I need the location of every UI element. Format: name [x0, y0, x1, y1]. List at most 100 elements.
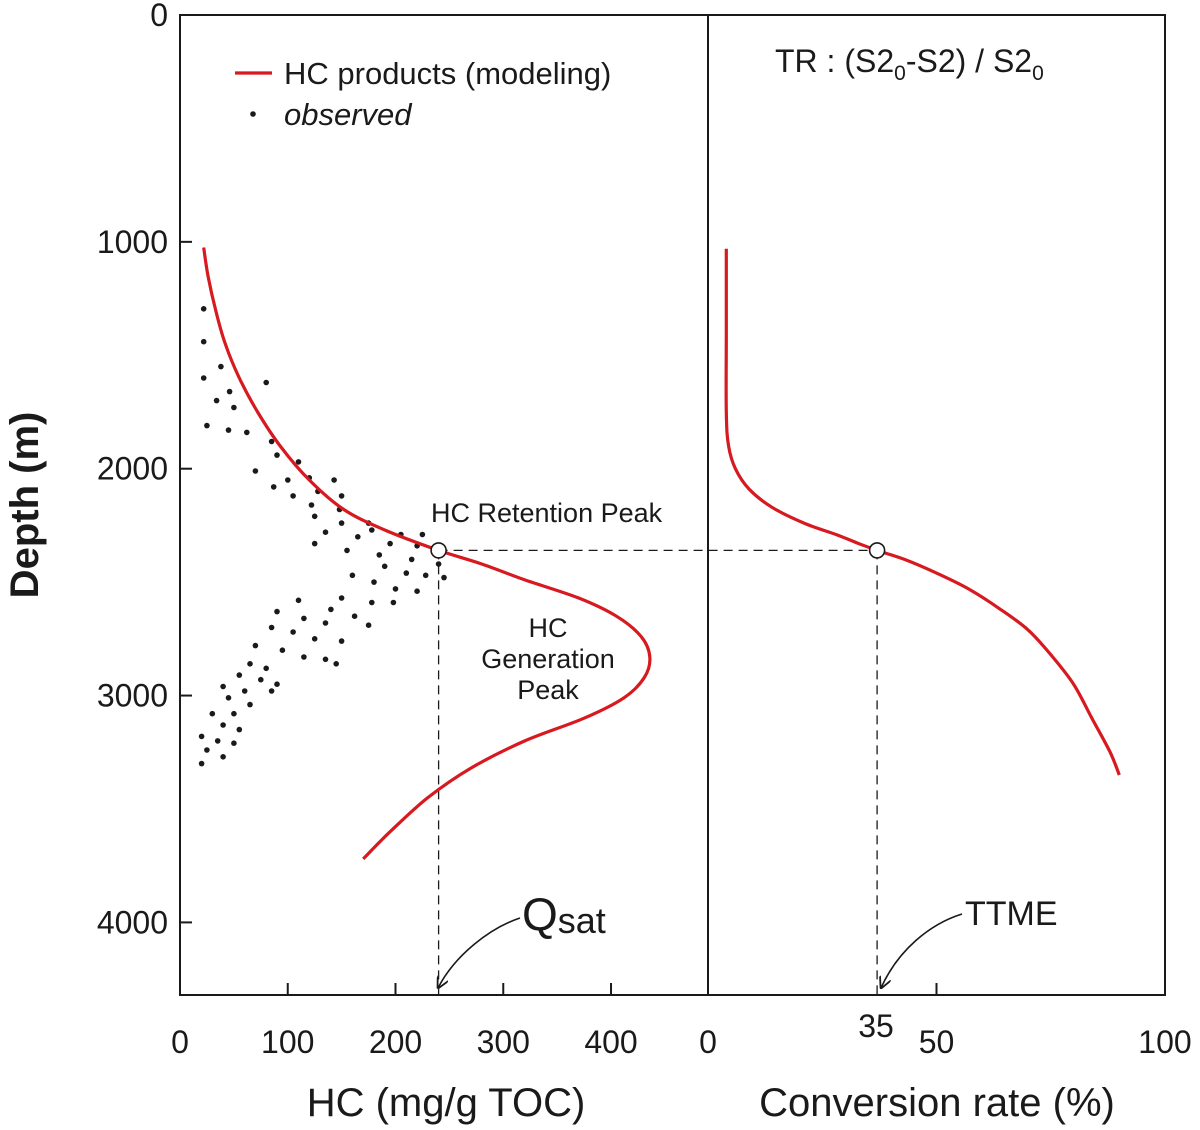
- observed-point-54: [274, 608, 280, 615]
- observed-point-55: [301, 615, 307, 622]
- observed-point-0: [200, 306, 207, 312]
- hc-generation-peak-label-1: HC: [529, 613, 568, 643]
- observed-point-63: [279, 647, 286, 653]
- observed-point-85: [220, 754, 226, 760]
- observed-point-80: [236, 726, 243, 733]
- tr-conversion-line: [724, 248, 1121, 776]
- observed-point-10: [244, 429, 250, 436]
- observed-point-1: [200, 338, 207, 345]
- ttme-marker: [868, 542, 886, 559]
- hc-retention-peak-label: HC Retention Peak: [431, 498, 663, 528]
- observed-point-64: [301, 654, 307, 660]
- observed-point-86: [198, 760, 205, 767]
- observed-point-6: [231, 404, 237, 411]
- left-x-ticks: 0 100 200 300 400: [171, 983, 638, 1060]
- observed-point-42: [422, 572, 429, 579]
- observed-point-49: [369, 599, 375, 606]
- observed-point-19: [290, 493, 296, 499]
- right-panel-title: TR : (S20-S2) / S20: [775, 43, 1044, 85]
- retention-peak-marker: [430, 542, 447, 559]
- observed-point-5: [213, 397, 220, 404]
- observed-point-31: [355, 534, 361, 540]
- left-y-ticks: 0 1000 2000 3000 4000: [97, 0, 192, 940]
- observed-point-47: [414, 588, 420, 594]
- y-tick-label-0: 0: [150, 0, 168, 33]
- observed-point-53: [351, 613, 358, 619]
- observed-point-21: [338, 493, 345, 499]
- observed-point-61: [338, 638, 345, 644]
- legend-label-hc-residual: observed: [284, 97, 413, 132]
- right-x-ticks: 0 50 100: [699, 983, 1192, 1060]
- observed-point-39: [435, 561, 442, 567]
- observed-point-76: [247, 701, 253, 708]
- observed-point-17: [331, 477, 337, 483]
- observed-point-67: [247, 661, 253, 667]
- observed-point-22: [308, 502, 315, 508]
- observed-point-50: [390, 599, 397, 606]
- observed-point-38: [408, 556, 415, 563]
- observed-point-74: [268, 688, 275, 694]
- hc-residual-observed-dots: [198, 306, 447, 767]
- observed-point-51: [295, 597, 302, 604]
- observed-point-29: [419, 531, 426, 538]
- observed-point-71: [274, 681, 280, 687]
- observed-point-18: [270, 484, 277, 490]
- observed-point-77: [209, 710, 216, 717]
- qsat-label-sub: sat: [558, 900, 606, 941]
- observed-point-75: [225, 695, 232, 701]
- observed-point-84: [204, 747, 210, 753]
- right-x-axis-title: Conversion rate (%): [759, 1081, 1115, 1125]
- right-x-extra-tick-label-35: 35: [858, 1008, 894, 1044]
- y-tick-label-2000: 2000: [97, 451, 168, 487]
- observed-point-8: [204, 422, 210, 429]
- qsat-arrow: [438, 917, 521, 988]
- left-x-tick-label-100: 100: [261, 1024, 314, 1060]
- legend-dot-swatch: [250, 111, 256, 117]
- title-sub-1: 0: [894, 62, 906, 85]
- observed-point-26: [338, 520, 345, 526]
- observed-point-35: [311, 540, 318, 547]
- observed-point-60: [311, 636, 318, 642]
- observed-point-79: [220, 722, 226, 728]
- observed-point-68: [263, 665, 270, 672]
- observed-point-43: [441, 574, 447, 581]
- observed-point-59: [290, 629, 296, 635]
- observed-point-12: [274, 452, 280, 458]
- observed-point-4: [226, 388, 233, 395]
- observed-point-69: [236, 672, 243, 678]
- observed-point-25: [311, 513, 318, 520]
- observed-point-82: [214, 738, 221, 744]
- observed-point-32: [387, 540, 393, 547]
- observed-point-15: [285, 477, 291, 483]
- observed-point-65: [322, 656, 329, 663]
- legend-label-hc-residual-italic: observed: [284, 97, 413, 132]
- title-sub-2: 0: [1032, 62, 1044, 85]
- y-tick-label-4000: 4000: [97, 904, 168, 940]
- right-x-tick-label-50: 50: [919, 1024, 955, 1060]
- observed-point-58: [268, 624, 275, 631]
- hc-generation-peak-label-3: Peak: [517, 675, 579, 705]
- left-x-tick-label-300: 300: [477, 1024, 530, 1060]
- observed-point-7: [263, 379, 270, 386]
- observed-point-46: [392, 586, 399, 592]
- title-part-1: TR : (S2: [775, 43, 894, 79]
- observed-point-44: [349, 572, 356, 579]
- y-axis-title: Depth (m): [3, 412, 47, 599]
- observed-point-78: [231, 710, 237, 717]
- observed-point-3: [218, 363, 224, 370]
- ttme-arrow: [881, 913, 963, 988]
- observed-point-13: [295, 459, 302, 465]
- observed-point-14: [252, 468, 259, 474]
- observed-point-37: [376, 552, 383, 558]
- plot-frame: [179, 14, 1166, 996]
- right-x-tick-label-0: 0: [699, 1024, 717, 1060]
- observed-point-40: [381, 563, 388, 570]
- y-tick-label-3000: 3000: [97, 678, 168, 714]
- left-x-tick-label-0: 0: [171, 1024, 189, 1060]
- observed-point-48: [338, 595, 345, 601]
- left-x-tick-label-400: 400: [584, 1024, 637, 1060]
- observed-point-72: [220, 683, 226, 690]
- legend: HC products (modeling) observed: [235, 56, 611, 132]
- qsat-label-q: Q: [522, 888, 558, 940]
